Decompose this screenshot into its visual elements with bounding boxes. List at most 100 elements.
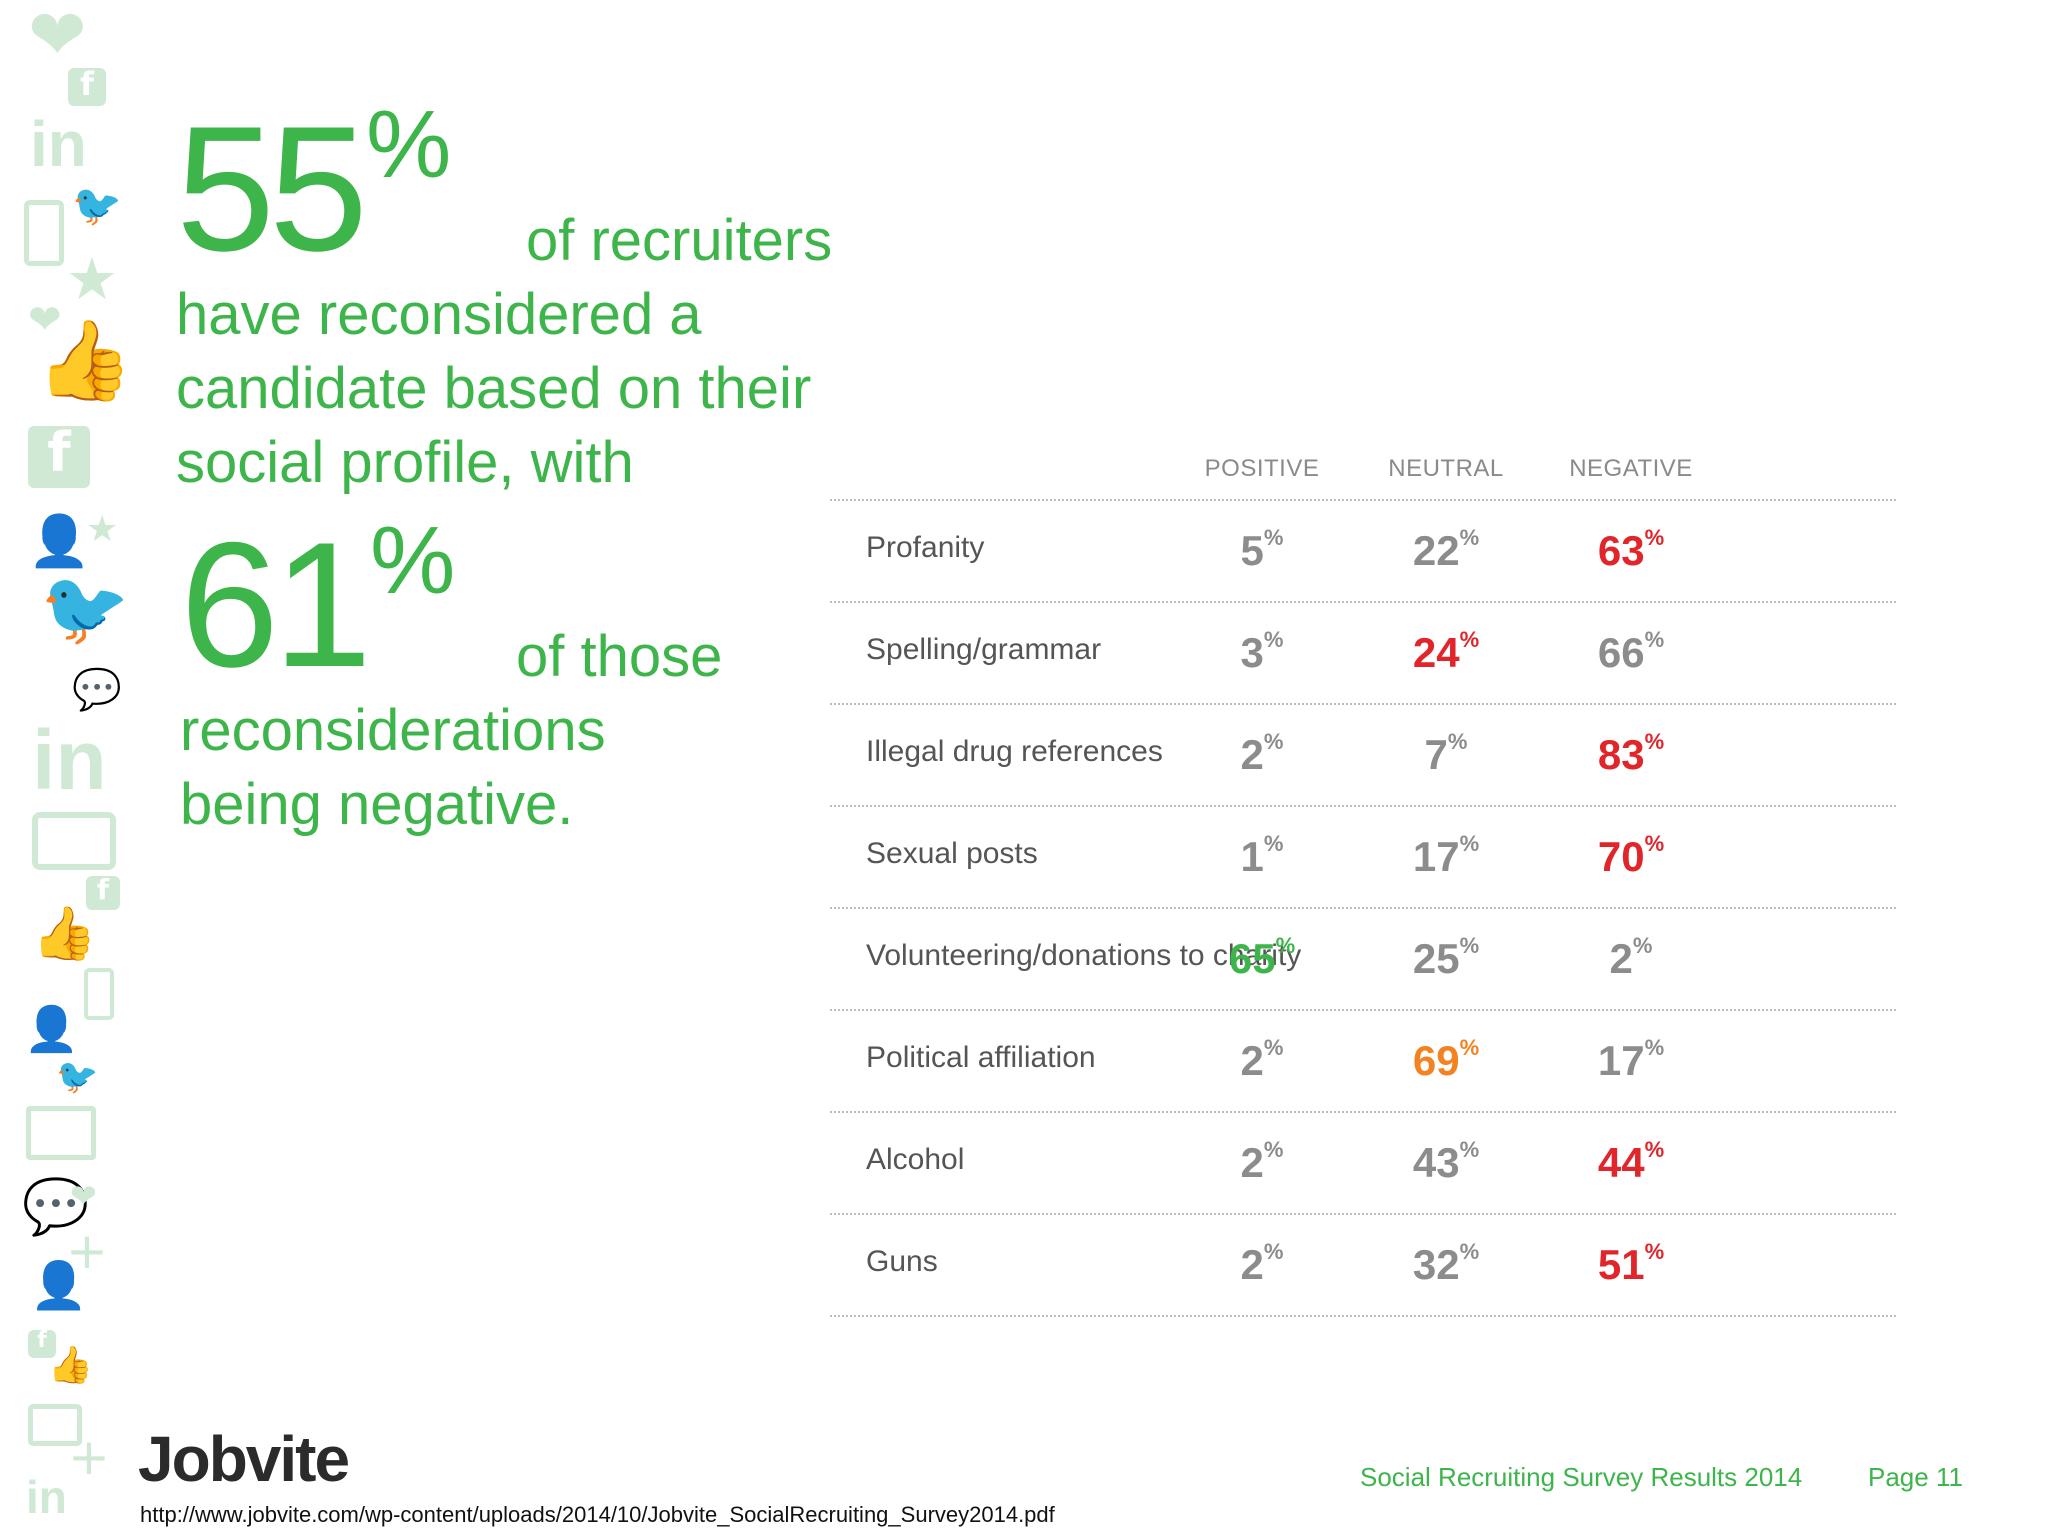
- value-number: 2: [1240, 731, 1264, 778]
- star-icon: ★: [86, 509, 119, 550]
- twitter-icon: 🐦: [40, 566, 130, 650]
- source-url[interactable]: http://www.jobvite.com/wp-content/upload…: [140, 1502, 1055, 1527]
- stat-61-percent: 61%: [180, 507, 455, 694]
- facebook-icon: f: [28, 426, 90, 488]
- positive-value: 2%: [1187, 1035, 1337, 1085]
- percent-sign: %: [1644, 627, 1665, 652]
- percent-sign: %: [370, 507, 456, 614]
- positive-value: 2%: [1187, 1137, 1337, 1187]
- twitter-icon: 🐦: [56, 1057, 99, 1097]
- stat-number: 61: [180, 505, 372, 704]
- stat-55-percent: 55%: [176, 91, 451, 278]
- value-number: 3: [1240, 629, 1264, 676]
- value-number: 2: [1240, 1241, 1264, 1288]
- value-number: 17: [1412, 833, 1460, 880]
- value-number: 51: [1597, 1241, 1645, 1288]
- value-number: 2: [1240, 1037, 1264, 1084]
- value-number: 7: [1424, 731, 1448, 778]
- tablet-icon: [28, 1404, 82, 1446]
- percent-sign: %: [1459, 627, 1480, 652]
- headline-line: candidate based on their: [176, 356, 812, 421]
- row-label: Volunteering/donations to charity: [866, 939, 1302, 972]
- row-label: Illegal drug references: [866, 735, 1163, 768]
- stat-number: 55: [176, 89, 368, 288]
- percent-sign: %: [1459, 1137, 1480, 1162]
- facebook-icon: f: [28, 1330, 56, 1358]
- value-number: 2: [1609, 935, 1633, 982]
- stat-caption: of those: [516, 624, 723, 689]
- value-number: 32: [1412, 1241, 1460, 1288]
- positive-value: 2%: [1187, 1239, 1337, 1289]
- percent-sign: %: [1263, 627, 1284, 652]
- value-number: 25: [1412, 935, 1460, 982]
- percent-sign: %: [1459, 933, 1480, 958]
- linkedin-icon: in: [32, 713, 107, 807]
- percent-sign: %: [1644, 1137, 1665, 1162]
- tablet-icon: [32, 812, 116, 870]
- phone-icon: [24, 200, 64, 266]
- row-label: Alcohol: [866, 1143, 965, 1176]
- value-number: 83: [1597, 731, 1645, 778]
- negative-value: 70%: [1556, 831, 1706, 881]
- facebook-icon: f: [68, 68, 106, 106]
- row-label: Political affiliation: [866, 1041, 1096, 1074]
- facebook-icon: f: [86, 876, 120, 910]
- heart-icon: ❤: [28, 297, 62, 343]
- twitter-icon: 🐦: [72, 183, 122, 229]
- percent-sign: %: [1644, 525, 1665, 550]
- positive-value: 65%: [1187, 933, 1337, 983]
- negative-value: 2%: [1556, 933, 1706, 983]
- negative-value: 17%: [1556, 1035, 1706, 1085]
- positive-value: 2%: [1187, 729, 1337, 779]
- linkedin-icon: in: [26, 1471, 67, 1523]
- percent-sign: %: [1263, 729, 1284, 754]
- table-row: Volunteering/donations to charity 65% 25% 2…: [830, 907, 1896, 1009]
- table-row: Guns 2% 32% 51%: [830, 1213, 1896, 1317]
- row-label: Guns: [866, 1245, 938, 1278]
- chat-icon: 💬: [72, 667, 122, 713]
- neutral-value: 24%: [1371, 627, 1521, 677]
- percent-sign: %: [366, 91, 452, 198]
- neutral-value: 7%: [1371, 729, 1521, 779]
- negative-value: 66%: [1556, 627, 1706, 677]
- thumbs-up-icon: 👍: [32, 904, 97, 964]
- value-number: 70: [1597, 833, 1645, 880]
- value-number: 43: [1412, 1139, 1460, 1186]
- table-row: Political affiliation 2% 69% 17%: [830, 1009, 1896, 1111]
- percent-sign: %: [1275, 933, 1296, 958]
- table-row: Illegal drug references 2% 7% 83%: [830, 703, 1896, 805]
- percent-sign: %: [1263, 1239, 1284, 1264]
- row-label: Profanity: [866, 531, 985, 564]
- star-icon: ★: [66, 245, 118, 313]
- plus-icon: +: [66, 1222, 108, 1280]
- plus-icon: +: [68, 1428, 110, 1486]
- page-number: Page 11: [1868, 1462, 1963, 1492]
- laptop-icon: [26, 1106, 96, 1160]
- value-number: 44: [1597, 1139, 1645, 1186]
- table-row: Sexual posts 1% 17% 70%: [830, 805, 1896, 907]
- phone-icon: [84, 968, 114, 1020]
- value-number: 1: [1240, 833, 1264, 880]
- table-body: Profanity 5% 22% 63% Spelling/grammar 3% 24% 66…: [830, 499, 1896, 1317]
- negative-value: 51%: [1556, 1239, 1706, 1289]
- person-icon: 👤: [28, 512, 91, 570]
- value-number: 5: [1240, 527, 1264, 574]
- column-header-positive: POSITIVE: [1204, 455, 1320, 482]
- headline-line: social profile, with: [176, 430, 634, 495]
- value-number: 69: [1412, 1037, 1460, 1084]
- survey-title: Social Recruiting Survey Results 2014: [1360, 1462, 1803, 1492]
- person-icon: 👤: [24, 1004, 79, 1055]
- linkedin-icon: in: [30, 108, 87, 180]
- negative-value: 63%: [1556, 525, 1706, 575]
- percent-sign: %: [1644, 1239, 1665, 1264]
- percent-sign: %: [1632, 933, 1653, 958]
- chat-icon: 💬: [22, 1175, 90, 1238]
- value-number: 63: [1597, 527, 1645, 574]
- percent-sign: %: [1263, 831, 1284, 856]
- column-header-neutral: NEUTRAL: [1388, 455, 1504, 482]
- value-number: 22: [1412, 527, 1460, 574]
- neutral-value: 25%: [1371, 933, 1521, 983]
- positive-value: 5%: [1187, 525, 1337, 575]
- negative-value: 44%: [1556, 1137, 1706, 1187]
- value-number: 65: [1228, 935, 1276, 982]
